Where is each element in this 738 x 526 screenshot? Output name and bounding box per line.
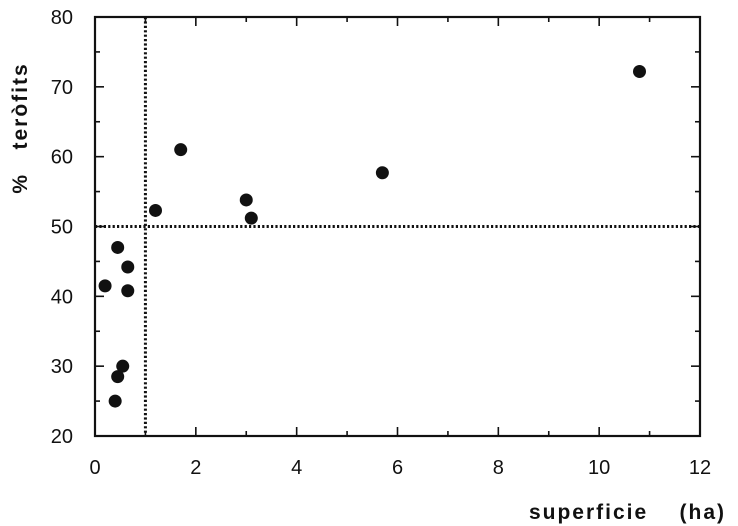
y-tick-label: 20 (51, 426, 73, 448)
x-tick-labels: 0 2 4 6 8 10 12 (89, 457, 711, 479)
x-axis-title: superficie (ha) (529, 501, 726, 524)
y-tick-label: 70 (51, 77, 73, 99)
data-point (149, 203, 162, 217)
data-point (111, 240, 125, 254)
data-point (375, 166, 389, 180)
reference-lines (95, 17, 700, 436)
y-tick-labels: 20 30 40 50 60 70 80 (51, 7, 73, 448)
y-tick-label: 80 (51, 7, 73, 29)
data-points (98, 64, 646, 408)
y-tick-label: 60 (51, 147, 73, 169)
data-point (174, 143, 188, 157)
x-tick-label: 6 (392, 457, 403, 479)
y-axis-title: % teròfits (9, 62, 32, 193)
data-point (111, 370, 125, 384)
data-point (98, 279, 112, 293)
x-tick-label: 10 (588, 457, 610, 479)
data-point (239, 193, 253, 207)
data-point (244, 211, 258, 225)
data-point (108, 394, 122, 408)
axis-ticks (94, 16, 701, 437)
y-tick-label: 50 (51, 217, 73, 239)
data-point (121, 260, 135, 274)
plot-frame (93, 15, 702, 438)
x-tick-label: 0 (89, 457, 100, 479)
data-point (633, 64, 646, 78)
x-tick-label: 4 (291, 457, 302, 479)
x-tick-label: 2 (190, 457, 201, 479)
y-tick-label: 30 (51, 356, 73, 378)
x-tick-label: 12 (689, 457, 711, 479)
x-tick-label: 8 (493, 457, 504, 479)
data-point (116, 359, 130, 373)
y-tick-label: 40 (51, 286, 73, 308)
data-point (121, 284, 135, 298)
